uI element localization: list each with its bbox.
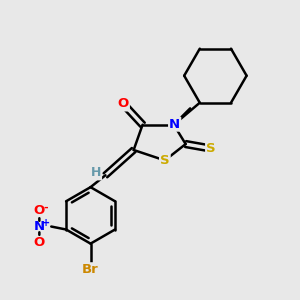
Text: O: O: [118, 98, 129, 110]
Text: -: -: [43, 203, 48, 213]
Text: N: N: [169, 118, 180, 130]
Text: S: S: [160, 154, 170, 167]
Text: O: O: [34, 236, 45, 249]
Text: N: N: [34, 220, 45, 233]
Text: Br: Br: [82, 263, 99, 276]
Text: H: H: [91, 167, 101, 179]
Text: O: O: [34, 204, 45, 217]
Text: S: S: [206, 142, 216, 155]
Text: +: +: [42, 218, 50, 228]
